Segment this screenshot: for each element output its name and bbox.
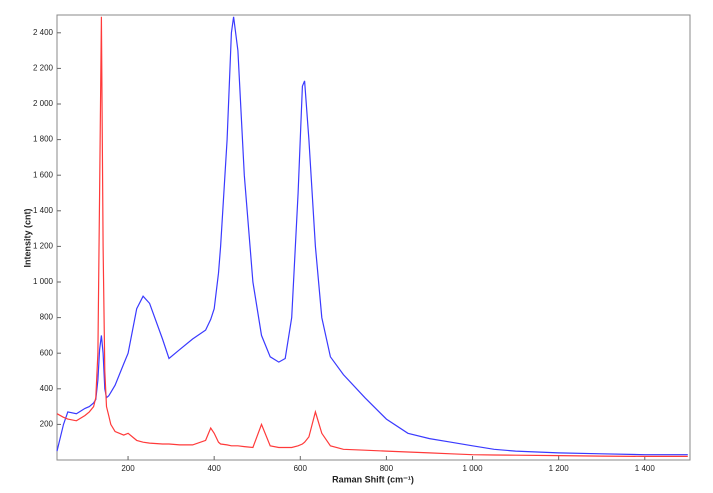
y-tick-label: 1 200 bbox=[33, 242, 54, 251]
x-tick-label: 600 bbox=[294, 464, 308, 473]
y-tick-label: 1 000 bbox=[33, 277, 54, 286]
x-axis-label: Raman Shift (cm⁻¹) bbox=[332, 474, 414, 484]
x-tick-label: 200 bbox=[121, 464, 135, 473]
plot-frame bbox=[56, 14, 691, 461]
y-tick-label: 2 200 bbox=[33, 64, 54, 73]
x-tick-label: 1 200 bbox=[549, 464, 570, 473]
series-line bbox=[56, 16, 688, 457]
x-tick-label: 800 bbox=[380, 464, 394, 473]
y-tick-label: 400 bbox=[40, 384, 54, 393]
y-tick-label: 2 000 bbox=[33, 99, 54, 108]
y-axis-label: Intensity (cnt) bbox=[22, 208, 32, 267]
y-tick-label: 600 bbox=[40, 348, 54, 357]
y-tick-label: 1 800 bbox=[33, 135, 54, 144]
series-line bbox=[56, 16, 688, 456]
y-tick-label: 1 400 bbox=[33, 206, 54, 215]
x-tick-label: 1 400 bbox=[635, 464, 656, 473]
y-tick-label: 200 bbox=[40, 420, 54, 429]
x-tick-label: 400 bbox=[207, 464, 221, 473]
x-tick-label: 1 000 bbox=[463, 464, 484, 473]
y-tick-label: 2 400 bbox=[33, 28, 54, 37]
y-tick-label: 800 bbox=[40, 313, 54, 322]
y-tick-label: 1 600 bbox=[33, 170, 54, 179]
